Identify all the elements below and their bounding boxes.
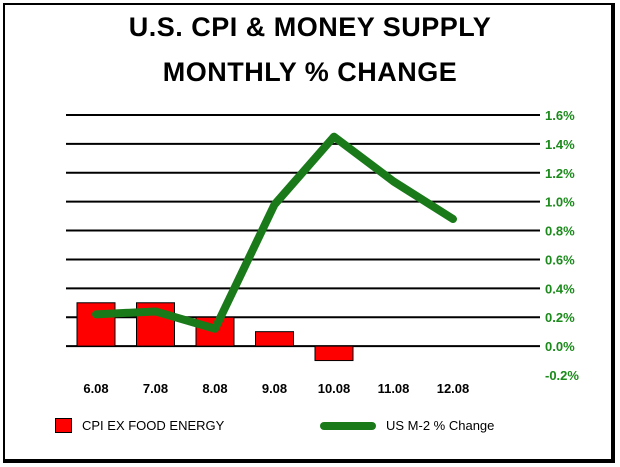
cpi-bar xyxy=(76,302,116,347)
legend-m2-label: US M-2 % Change xyxy=(386,418,495,433)
y-tick-label: 1.6% xyxy=(545,108,575,123)
y-tick-label: -0.2% xyxy=(545,368,579,383)
legend-cpi-swatch xyxy=(55,418,72,433)
y-tick-label: 0.8% xyxy=(545,224,575,239)
y-tick-label: 0.2% xyxy=(545,310,575,325)
x-tick-label: 12.08 xyxy=(437,381,470,396)
x-tick-label: 9.08 xyxy=(262,381,287,396)
x-tick-label: 11.08 xyxy=(378,381,410,396)
cpi-bar xyxy=(314,345,354,362)
legend-cpi: CPI EX FOOD ENERGY xyxy=(55,418,224,433)
cpi-bar xyxy=(255,331,294,347)
legend-m2: US M-2 % Change xyxy=(320,418,494,433)
m2-line xyxy=(92,132,457,333)
y-tick-label: 1.2% xyxy=(545,166,575,181)
x-tick-label: 6.08 xyxy=(83,381,108,396)
x-tick-label: 10.08 xyxy=(318,381,351,396)
y-tick-label: 0.0% xyxy=(545,339,575,354)
x-tick-label: 8.08 xyxy=(202,381,227,396)
legend-m2-swatch xyxy=(320,421,376,430)
chart-title-line2: MONTHLY % CHANGE xyxy=(162,57,458,87)
y-tick-label: 1.4% xyxy=(545,137,575,152)
chart-title-line1: U.S. CPI & MONEY SUPPLY xyxy=(128,12,492,42)
x-tick-label: 7.08 xyxy=(143,381,168,396)
legend-cpi-label: CPI EX FOOD ENERGY xyxy=(82,418,225,433)
chart-frame xyxy=(3,3,615,463)
y-tick-label: 1.0% xyxy=(545,195,575,210)
y-tick-label: 0.4% xyxy=(545,281,575,296)
y-tick-label: 0.6% xyxy=(545,252,575,267)
